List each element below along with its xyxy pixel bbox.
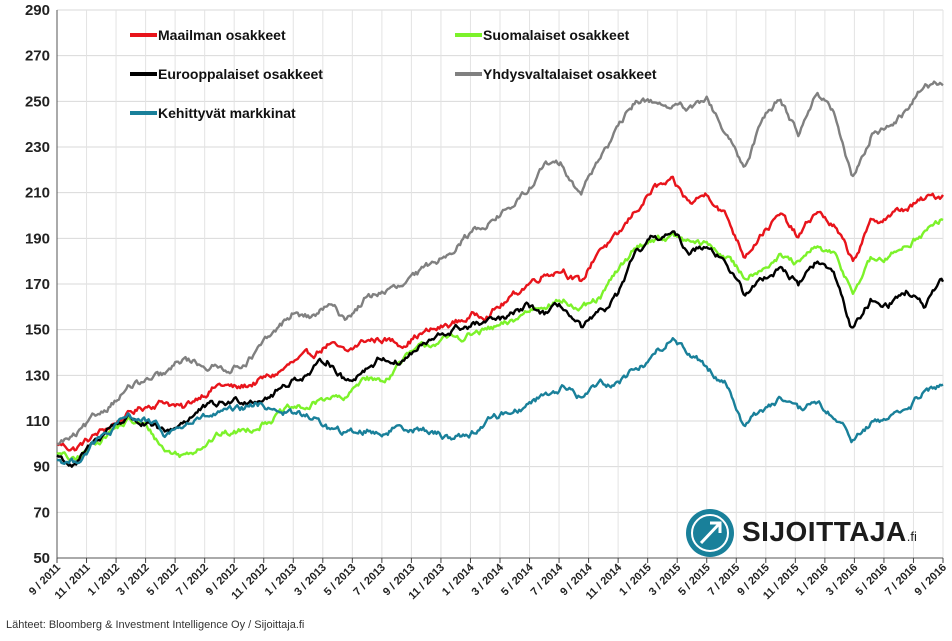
series-line (56, 337, 944, 465)
x-tick-label: 7 / 2013 (351, 562, 388, 599)
legend-label: Kehittyvät markkinat (158, 105, 296, 121)
logo-suffix: .fi (906, 529, 917, 544)
series-line (56, 218, 944, 461)
y-tick-label: 110 (26, 413, 50, 430)
x-tick-label: 1 / 2016 (794, 562, 831, 599)
x-tick-label: 5 / 2013 (322, 562, 359, 599)
x-tick-label: 3 / 2012 (115, 562, 152, 599)
x-tick-label: 5 / 2015 (676, 562, 713, 599)
y-tick-label: 230 (25, 139, 50, 156)
x-tick-label: 5 / 2016 (853, 562, 890, 599)
chart-legend: Maailman osakkeet Suomalaiset osakkeet Eur… (130, 27, 657, 121)
x-tick-label: 7 / 2015 (706, 562, 743, 599)
y-tick-label: 250 (25, 93, 50, 110)
y-tick-label: 90 (33, 459, 50, 476)
legend-label: Yhdysvaltalaiset osakkeet (483, 66, 657, 82)
x-tick-label: 3 / 2016 (824, 562, 861, 599)
legend-label: Eurooppalaiset osakkeet (158, 66, 323, 82)
series-line (56, 175, 944, 452)
series-lines (56, 80, 945, 468)
x-tick-label: 7 / 2016 (883, 562, 920, 599)
y-tick-label: 50 (33, 550, 50, 567)
y-tick-label: 170 (25, 276, 50, 293)
series-line (56, 80, 944, 446)
series-line (56, 230, 945, 468)
y-axis-ticks: 50 70 90 110 130 150 170 190 210 230 250 270 290 (25, 2, 50, 567)
y-tick-label: 190 (25, 230, 50, 247)
y-tick-label: 150 (25, 322, 50, 339)
x-tick-label: 5 / 2012 (145, 562, 182, 599)
legend-label: Maailman osakkeet (158, 27, 286, 43)
logo-wordmark: SIJOITTAJA.fi (742, 516, 917, 547)
source-note: Lähteet: Bloomberg & Investment Intellig… (6, 619, 305, 631)
chart-grid (56, 9, 944, 559)
legend-label: Suomalaiset osakkeet (483, 27, 630, 43)
y-tick-label: 210 (25, 185, 50, 202)
y-tick-label: 290 (25, 2, 50, 19)
x-tick-label: 1 / 2013 (263, 562, 300, 599)
y-tick-label: 70 (33, 504, 50, 521)
x-tick-label: 1 / 2015 (617, 562, 654, 599)
x-tick-label: 1 / 2012 (86, 562, 123, 599)
arrow-up-right-circle-icon (686, 509, 734, 557)
y-tick-label: 130 (25, 367, 50, 384)
x-tick-label: 3 / 2015 (647, 562, 684, 599)
x-tick-label: 3 / 2013 (292, 562, 329, 599)
y-tick-label: 270 (25, 48, 50, 65)
x-tick-label: 7 / 2012 (174, 562, 211, 599)
sijoittaja-logo: SIJOITTAJA.fi (682, 508, 944, 558)
x-tick-label: 9 / 2016 (913, 562, 950, 599)
